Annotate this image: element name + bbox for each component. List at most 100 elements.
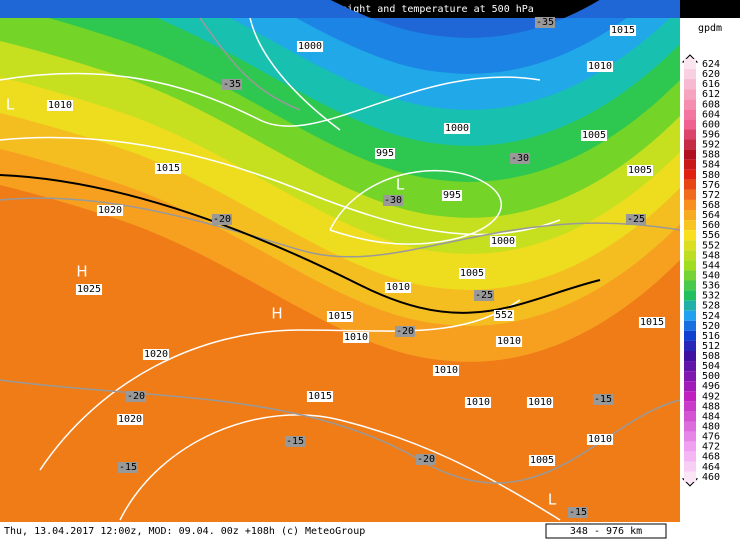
- legend-swatch: [684, 220, 696, 231]
- legend-swatch: [684, 250, 696, 261]
- legend-swatch: [684, 260, 696, 271]
- legend-swatch: [684, 461, 696, 472]
- field-band: [0, 0, 680, 38]
- legend-swatch: [684, 371, 696, 382]
- legend-label: 540: [702, 270, 720, 281]
- pressure-label: 1020: [118, 414, 142, 425]
- pressure-label: 1005: [460, 268, 484, 279]
- isobar: [0, 136, 561, 236]
- label-box: [374, 148, 396, 159]
- pressure-center: H: [76, 263, 87, 281]
- label-box: [638, 317, 666, 328]
- temperature-label: -15: [119, 462, 137, 473]
- legend-swatch: [684, 401, 696, 412]
- pressure-label: 1015: [640, 317, 664, 328]
- legend-swatch: [684, 320, 696, 331]
- legend-label: 596: [702, 129, 720, 140]
- label-box: [509, 153, 531, 164]
- legend-unit: gpdm: [698, 23, 722, 34]
- legend-label: 524: [702, 311, 720, 322]
- legend-label: 612: [702, 89, 720, 100]
- legend-label: 600: [702, 119, 720, 130]
- scale-box: [545, 523, 667, 539]
- pressure-label: 552: [495, 310, 513, 321]
- legend-label: 580: [702, 170, 720, 181]
- label-box: [625, 214, 647, 225]
- label-box: [464, 397, 492, 408]
- legend-swatch: [684, 210, 696, 221]
- legend-label: 460: [702, 472, 720, 483]
- pressure-label: 1005: [582, 130, 606, 141]
- legend-swatch: [684, 381, 696, 392]
- label-box: [296, 41, 324, 52]
- pressure-label: 1000: [445, 123, 469, 134]
- label-box: [586, 61, 614, 72]
- legend-swatch: [684, 159, 696, 170]
- legend-swatch: [684, 240, 696, 251]
- temperature-field: [0, 0, 680, 522]
- pressure-center: L: [6, 96, 15, 114]
- legend-label: 592: [702, 140, 720, 151]
- pressure-label: 1015: [611, 25, 635, 36]
- pressure-label: 1020: [98, 205, 122, 216]
- legend-label: 572: [702, 190, 720, 201]
- isobar: [329, 169, 502, 245]
- label-box: [473, 290, 495, 301]
- label-box: [342, 332, 370, 343]
- temperature-label: -35: [536, 17, 554, 28]
- legend-label: 464: [702, 462, 720, 473]
- legend-swatch: [684, 230, 696, 241]
- legend-label: 484: [702, 411, 720, 422]
- label-box: [441, 190, 463, 201]
- label-box: [567, 507, 589, 518]
- temperature-label: -35: [223, 79, 241, 90]
- legend-swatch: [684, 109, 696, 120]
- label-box: [142, 349, 170, 360]
- temperature-label: -20: [213, 214, 231, 225]
- label-box: [117, 462, 139, 473]
- legend-label: 584: [702, 160, 720, 171]
- legend-label: 616: [702, 79, 720, 90]
- label-box: [394, 326, 416, 337]
- temperature-label: -20: [417, 454, 435, 465]
- isobar: [0, 72, 541, 127]
- legend-swatch: [684, 471, 696, 482]
- label-box: [116, 414, 144, 425]
- legend-label: 492: [702, 391, 720, 402]
- reference-line: [0, 174, 601, 314]
- legend-swatch: [684, 179, 696, 190]
- legend-swatch: [684, 270, 696, 281]
- isobar: [39, 299, 521, 471]
- legend-label: 552: [702, 240, 720, 251]
- legend-label: 604: [702, 109, 720, 120]
- legend-swatch: [684, 189, 696, 200]
- legend: 6246206166126086046005965925885845805765…: [681, 54, 720, 487]
- label-box: [495, 336, 523, 347]
- scale: 348 - 976 km: [570, 526, 642, 537]
- label-box: [443, 123, 471, 134]
- legend-label: 528: [702, 301, 720, 312]
- legend-swatch: [684, 58, 696, 70]
- pressure-label: 1015: [328, 311, 352, 322]
- label-box: [586, 434, 614, 445]
- pressure-label: 1010: [497, 336, 521, 347]
- legend-label: 476: [702, 432, 720, 443]
- legend-swatch: [684, 350, 696, 362]
- pressure-label: 1005: [530, 455, 554, 466]
- legend-swatch: [684, 391, 696, 402]
- pressure-label: 1010: [48, 100, 72, 111]
- legend-label: 576: [702, 180, 720, 191]
- legend-swatch: [684, 421, 696, 432]
- legend-label: 468: [702, 452, 720, 463]
- pressure-label: 1005: [628, 165, 652, 176]
- pressure-label: 1010: [434, 365, 458, 376]
- legend-label: 556: [702, 230, 720, 241]
- label-box: [96, 205, 124, 216]
- legend-swatch: [684, 79, 696, 90]
- pressure-label: 1025: [77, 284, 101, 295]
- label-box: [125, 391, 147, 402]
- legend-label: 544: [702, 260, 720, 271]
- pressure-label: 1010: [344, 332, 368, 343]
- legend-label: 500: [702, 371, 720, 382]
